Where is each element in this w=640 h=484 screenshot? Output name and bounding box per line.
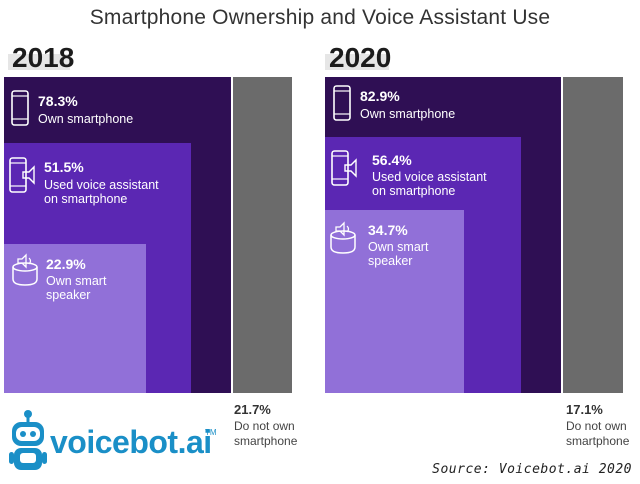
remainder-bar bbox=[233, 77, 292, 393]
smart-speaker-icon bbox=[12, 253, 38, 286]
legend-smart-speaker-line1: Own smart bbox=[368, 240, 429, 254]
legend-voice-assistant-line1: Used voice assistant bbox=[44, 178, 159, 192]
year-underline bbox=[8, 54, 70, 70]
data-label-smart-speaker: 22.9% bbox=[46, 256, 86, 272]
legend-smart-speaker-line1: Own smart bbox=[46, 274, 107, 288]
data-label-do-not-own: 21.7% bbox=[234, 402, 271, 417]
legend-voice-assistant-line2: on smartphone bbox=[372, 184, 456, 198]
legend-do-not-own-line2: smartphone bbox=[234, 434, 298, 448]
data-label-do-not-own: 17.1% bbox=[566, 402, 603, 417]
legend-voice-assistant-line1: Used voice assistant bbox=[372, 170, 487, 184]
trademark-mark: TM bbox=[205, 428, 217, 437]
segment-smart-speaker bbox=[325, 210, 464, 393]
panel-2018: 2018 78.3% Own smartphone 51.5% Used voi… bbox=[4, 42, 298, 448]
panel-2020: 2020 82.9% Own smartphone 56.4% Used voi… bbox=[320, 0, 640, 484]
legend-do-not-own-line1: Do not own bbox=[566, 419, 627, 433]
smart-speaker-icon bbox=[330, 221, 356, 254]
legend-own-smartphone: Own smartphone bbox=[38, 112, 134, 126]
smartphone-voice-icon bbox=[9, 157, 35, 193]
legend-own-smartphone: Own smartphone bbox=[360, 107, 456, 121]
source-note: Source: Voicebot.ai 2020 bbox=[432, 462, 632, 477]
data-label-voice-assistant: 51.5% bbox=[44, 159, 84, 175]
year-underline bbox=[325, 54, 389, 70]
robot-mascot-icon bbox=[9, 410, 47, 470]
segment-smart-speaker bbox=[4, 244, 146, 393]
chart-title: Smartphone Ownership and Voice Assistant… bbox=[89, 6, 551, 29]
legend-do-not-own-line2: smartphone bbox=[566, 434, 630, 448]
legend-do-not-own-line1: Do not own bbox=[234, 419, 295, 433]
data-label-own-smartphone: 78.3% bbox=[38, 93, 78, 109]
smartphone-voice-icon bbox=[331, 150, 357, 186]
data-label-voice-assistant: 56.4% bbox=[372, 152, 412, 168]
year-label: 2018 bbox=[12, 42, 75, 73]
smartphone-icon bbox=[11, 90, 29, 126]
legend-voice-assistant-line2: on smartphone bbox=[44, 192, 128, 206]
smartphone-icon bbox=[333, 85, 351, 121]
legend-smart-speaker-line2: speaker bbox=[368, 254, 413, 268]
legend-smart-speaker-line2: speaker bbox=[46, 288, 91, 302]
data-label-own-smartphone: 82.9% bbox=[360, 88, 400, 104]
remainder-bar bbox=[563, 77, 623, 393]
brand-logo-text: voicebot.ai bbox=[50, 424, 212, 460]
data-label-smart-speaker: 34.7% bbox=[368, 222, 408, 238]
year-label: 2020 bbox=[329, 42, 392, 73]
